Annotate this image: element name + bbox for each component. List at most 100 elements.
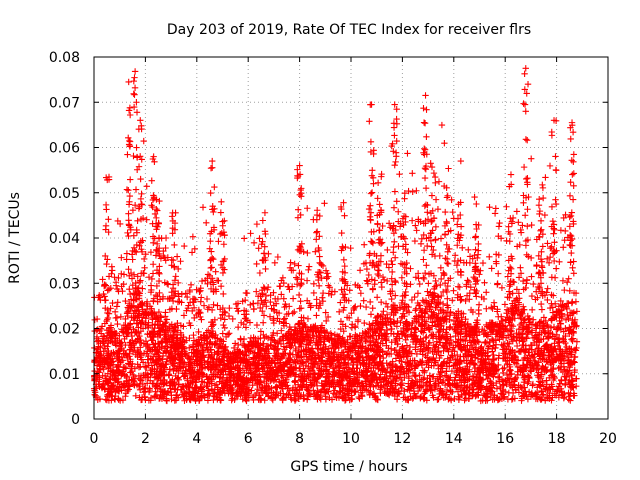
data-point	[119, 384, 127, 391]
data-point	[307, 382, 315, 390]
data-point	[476, 380, 483, 387]
data-point	[204, 306, 211, 313]
data-point	[573, 338, 581, 345]
data-point	[118, 339, 125, 346]
data-point	[197, 284, 204, 292]
data-point	[180, 373, 187, 380]
data-point	[564, 278, 571, 286]
data-point	[360, 297, 367, 304]
data-point	[429, 373, 436, 381]
data-point	[175, 265, 182, 273]
data-point	[139, 285, 146, 292]
data-point	[540, 314, 548, 321]
data-point	[213, 381, 220, 388]
data-point	[188, 249, 196, 256]
data-point	[246, 319, 254, 326]
data-point	[460, 259, 468, 266]
data-point	[319, 356, 326, 364]
data-point	[303, 383, 310, 390]
data-point	[286, 339, 293, 346]
data-point	[321, 327, 328, 335]
data-point	[226, 304, 233, 312]
data-point	[423, 262, 430, 269]
data-point	[491, 344, 499, 352]
data-point	[569, 377, 576, 385]
data-point	[428, 300, 435, 307]
data-point	[538, 248, 545, 256]
data-point	[353, 383, 361, 390]
data-point	[108, 263, 116, 270]
data-point	[503, 203, 510, 210]
data-point	[416, 280, 423, 288]
data-point	[438, 389, 445, 396]
data-point	[457, 157, 465, 165]
data-point	[298, 347, 305, 355]
data-point	[490, 382, 497, 389]
data-point	[549, 366, 557, 373]
data-point	[350, 361, 357, 369]
data-point	[398, 299, 405, 307]
data-point	[409, 170, 416, 177]
data-point	[435, 178, 443, 185]
data-point	[109, 382, 117, 389]
data-point	[325, 336, 332, 343]
data-point	[361, 319, 368, 327]
data-point	[398, 382, 406, 389]
data-point	[403, 307, 411, 315]
data-point	[515, 331, 522, 338]
data-point	[112, 388, 119, 396]
data-point	[406, 347, 413, 355]
data-point	[494, 374, 502, 381]
data-point	[316, 371, 324, 379]
data-point	[341, 359, 348, 367]
data-point	[199, 344, 206, 352]
data-point	[544, 296, 551, 304]
data-point	[200, 341, 208, 348]
data-point	[461, 397, 468, 404]
data-point	[270, 319, 278, 327]
data-point	[383, 260, 390, 268]
data-point	[435, 310, 442, 317]
data-point	[356, 332, 363, 339]
data-point	[212, 268, 219, 275]
data-point	[422, 185, 430, 192]
data-point	[484, 375, 491, 383]
data-point	[448, 352, 456, 359]
data-point	[459, 244, 466, 252]
data-point	[515, 274, 523, 281]
data-point	[551, 313, 558, 321]
data-point	[420, 374, 428, 382]
data-point	[234, 308, 242, 315]
data-point	[316, 394, 323, 401]
data-point	[390, 319, 397, 326]
data-point	[404, 150, 411, 157]
data-point	[254, 299, 262, 307]
data-point	[171, 380, 178, 387]
data-point	[498, 341, 505, 349]
data-point	[288, 342, 295, 350]
data-point	[431, 385, 439, 393]
data-point	[447, 308, 454, 316]
data-point	[310, 280, 318, 288]
data-point	[176, 298, 183, 305]
data-point	[182, 290, 189, 297]
data-point	[545, 259, 553, 266]
data-point	[482, 393, 489, 400]
data-point	[199, 204, 207, 211]
data-point	[206, 390, 213, 397]
data-point	[466, 259, 474, 267]
data-point	[538, 387, 545, 395]
data-point	[439, 307, 447, 314]
data-point	[560, 244, 567, 251]
data-point	[333, 380, 341, 388]
data-point	[530, 280, 537, 288]
data-point	[404, 386, 411, 393]
data-point	[93, 315, 101, 323]
data-point	[380, 354, 387, 362]
data-point	[358, 335, 365, 343]
data-point	[300, 395, 307, 402]
data-point	[411, 293, 418, 301]
data-point	[292, 274, 300, 281]
data-point	[111, 274, 118, 281]
data-point	[306, 391, 314, 398]
